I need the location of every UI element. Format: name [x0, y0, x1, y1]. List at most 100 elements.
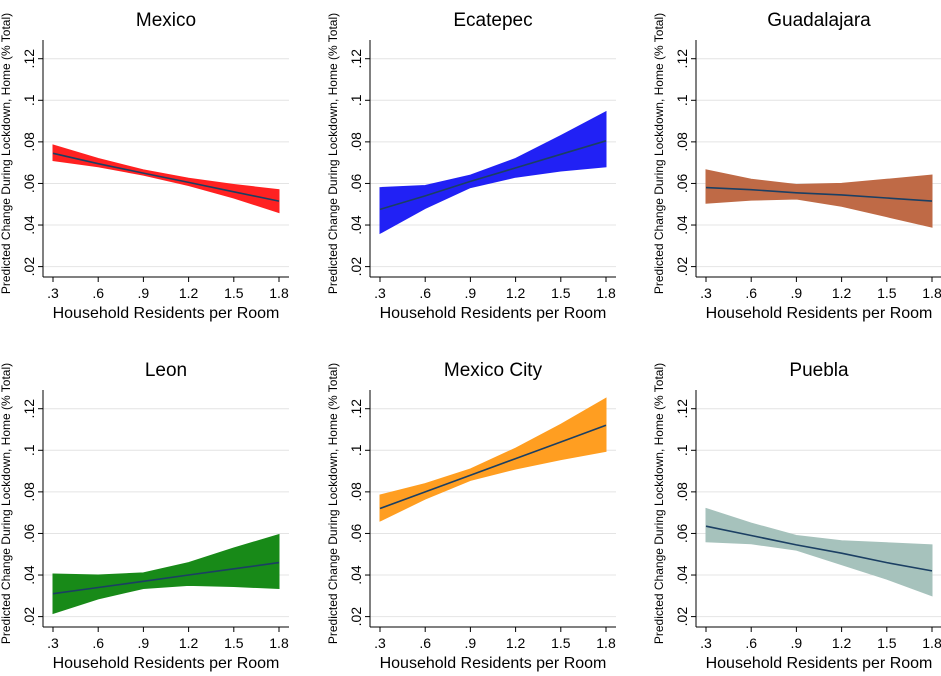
x-tick-label: 1.2 — [179, 635, 199, 651]
x-tick-label: 1.5 — [877, 635, 897, 651]
y-tick-label: .06 — [21, 174, 37, 194]
y-axis-label: Predicted Change During Lockdown, Home (… — [326, 363, 340, 644]
fitted-line — [705, 186, 933, 202]
x-tick-label: .6 — [419, 285, 431, 301]
y-axis-label: Predicted Change During Lockdown, Home (… — [326, 13, 340, 294]
y-tick-label: .08 — [348, 132, 364, 152]
confidence-band — [52, 533, 280, 615]
y-axis-label: Predicted Change During Lockdown, Home (… — [652, 363, 666, 644]
x-tick-label: .3 — [374, 285, 386, 301]
y-tick-label: .1 — [674, 94, 690, 106]
x-tick-label: .6 — [419, 635, 431, 651]
x-tick-label: .3 — [47, 635, 59, 651]
x-tick-label: .3 — [700, 285, 712, 301]
x-tick-label: 1.5 — [224, 635, 244, 651]
y-tick-label: .1 — [674, 444, 690, 456]
y-tick-label: .06 — [21, 524, 37, 544]
fitted-line — [52, 561, 280, 595]
confidence-band — [379, 110, 607, 235]
y-tick-label: .02 — [348, 257, 364, 277]
chart-title: Mexico — [136, 10, 196, 31]
y-tick-label: .1 — [348, 94, 364, 106]
x-axis-label: Household Residents per Room — [380, 655, 607, 672]
chart-panel-1: .02 .04 .06 .08 .1 .12 .3 .6 .9 1.2 1.5 1.8 Mexico Ho… — [0, 10, 289, 322]
fitted-line — [52, 152, 280, 202]
x-tick-label: 1.2 — [832, 285, 852, 301]
chart-title: Guadalajara — [767, 10, 871, 31]
y-tick-label: .04 — [348, 215, 364, 235]
y-tick-label: .04 — [348, 565, 364, 585]
y-tick-label: .06 — [674, 174, 690, 194]
confidence-band — [705, 507, 933, 597]
x-tick-label: .6 — [745, 635, 757, 651]
y-tick-label: .1 — [21, 94, 37, 106]
x-tick-label: .3 — [374, 635, 386, 651]
chart-panel-5: .02 .04 .06 .08 .1 .12 .3 .6 .9 1.2 1.5 1.8 Mexico C… — [326, 360, 616, 672]
y-tick-label: .02 — [21, 257, 37, 277]
chart-panel-3: .02 .04 .06 .08 .1 .12 .3 .6 .9 1.2 1.5 1.8 Guadalaj… — [652, 10, 941, 322]
x-tick-label: 1.5 — [877, 285, 897, 301]
y-tick-label: .02 — [348, 607, 364, 627]
chart-title: Puebla — [789, 360, 849, 381]
y-axis-label: Predicted Change During Lockdown, Home (… — [652, 13, 666, 294]
y-tick-label: .1 — [348, 444, 364, 456]
x-tick-label: 1.8 — [269, 635, 289, 651]
x-tick-label: 1.5 — [551, 635, 571, 651]
chart-panel-6: .02 .04 .06 .08 .1 .12 .3 .6 .9 1.2 1.5 1.8 Puebla Ho… — [652, 360, 941, 672]
x-tick-label: .6 — [92, 285, 104, 301]
y-tick-label: .04 — [674, 215, 690, 235]
x-axis-label: Household Residents per Room — [53, 305, 280, 322]
x-axis-label: Household Residents per Room — [380, 305, 607, 322]
x-tick-label: 1.8 — [922, 285, 941, 301]
fitted-line — [379, 140, 607, 211]
y-tick-label: .02 — [674, 257, 690, 277]
y-tick-label: .08 — [348, 482, 364, 502]
y-tick-label: .12 — [348, 399, 364, 419]
x-tick-label: .9 — [138, 635, 150, 651]
x-tick-label: 1.5 — [551, 285, 571, 301]
chart-panel-4: .02 .04 .06 .08 .1 .12 .3 .6 .9 1.2 1.5 1.8 Leon Hous… — [0, 360, 289, 672]
chart-title: Leon — [145, 360, 187, 381]
fitted-line — [379, 424, 607, 510]
y-axis-label: Predicted Change During Lockdown, Home (… — [0, 13, 13, 294]
y-tick-label: .06 — [674, 524, 690, 544]
x-tick-label: 1.8 — [596, 285, 616, 301]
x-tick-label: 1.2 — [506, 285, 526, 301]
x-tick-label: .9 — [465, 285, 477, 301]
x-tick-label: .9 — [791, 635, 803, 651]
x-axis-label: Household Residents per Room — [53, 655, 280, 672]
x-tick-label: .6 — [745, 285, 757, 301]
x-tick-label: 1.8 — [269, 285, 289, 301]
x-tick-label: .3 — [47, 285, 59, 301]
x-tick-label: .9 — [791, 285, 803, 301]
chart-title: Ecatepec — [453, 10, 532, 31]
x-tick-label: .9 — [138, 285, 150, 301]
y-tick-label: .08 — [21, 482, 37, 502]
x-tick-label: 1.5 — [224, 285, 244, 301]
y-tick-label: .08 — [674, 482, 690, 502]
x-tick-label: 1.2 — [179, 285, 199, 301]
chart-title: Mexico City — [444, 360, 543, 381]
y-tick-label: .08 — [674, 132, 690, 152]
y-tick-label: .12 — [674, 49, 690, 69]
y-tick-label: .12 — [348, 49, 364, 69]
x-tick-label: 1.8 — [922, 635, 941, 651]
y-tick-label: .12 — [21, 49, 37, 69]
y-tick-label: .04 — [21, 215, 37, 235]
x-axis-label: Household Residents per Room — [706, 655, 933, 672]
x-tick-label: .3 — [700, 635, 712, 651]
x-tick-label: .6 — [92, 635, 104, 651]
y-tick-label: .1 — [21, 444, 37, 456]
fitted-line — [705, 525, 933, 572]
y-tick-label: .02 — [21, 607, 37, 627]
y-tick-label: .04 — [674, 565, 690, 585]
confidence-band — [705, 169, 933, 228]
y-tick-label: .12 — [21, 399, 37, 419]
y-tick-label: .06 — [348, 524, 364, 544]
x-axis-label: Household Residents per Room — [706, 305, 933, 322]
y-tick-label: .08 — [21, 132, 37, 152]
y-tick-label: .12 — [674, 399, 690, 419]
y-tick-label: .02 — [674, 607, 690, 627]
x-tick-label: .9 — [465, 635, 477, 651]
